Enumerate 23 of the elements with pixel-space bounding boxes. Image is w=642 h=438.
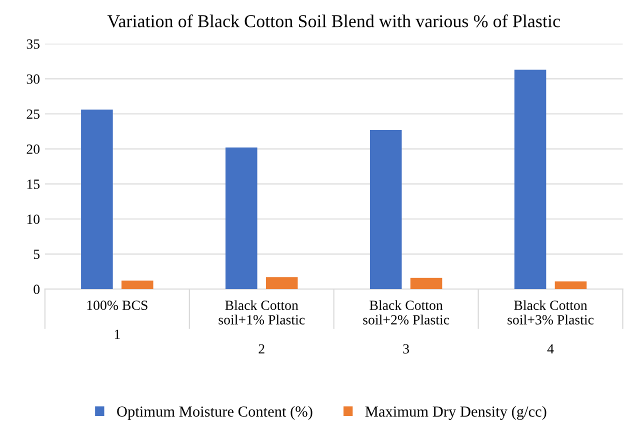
- y-tick-label: 30: [26, 74, 40, 84]
- category-label: Black Cotton soil+1% Plastic 2: [218, 300, 305, 354]
- y-tick-label: 10: [27, 214, 40, 224]
- category-label: Black Cotton soil+3% Plastic 4: [508, 300, 594, 354]
- bar: [410, 278, 442, 290]
- bar: [81, 110, 113, 290]
- y-tick-label: 35: [26, 39, 40, 49]
- y-tick-label: 0: [34, 284, 40, 294]
- y-tick-label: 20: [26, 144, 40, 154]
- category-label: 100% BCS 1: [87, 300, 148, 339]
- chart-title: Variation of Black Cotton Soil Blend with various % of Plastic: [107, 14, 560, 28]
- legend-label: Maximum Dry Density (g/cc): [365, 406, 546, 420]
- bar: [122, 280, 154, 290]
- bar: [554, 281, 587, 290]
- bar: [266, 277, 298, 290]
- bar: [226, 148, 258, 290]
- legend-label: Optimum Moisture Content (%): [117, 406, 312, 420]
- category-label: Black Cotton soil+2% Plastic 3: [363, 300, 450, 354]
- y-tick-label: 15: [27, 180, 40, 189]
- bar: [370, 130, 402, 290]
- y-tick-label: 25: [26, 110, 40, 119]
- y-tick-label: 5: [34, 250, 40, 259]
- bar: [514, 70, 546, 290]
